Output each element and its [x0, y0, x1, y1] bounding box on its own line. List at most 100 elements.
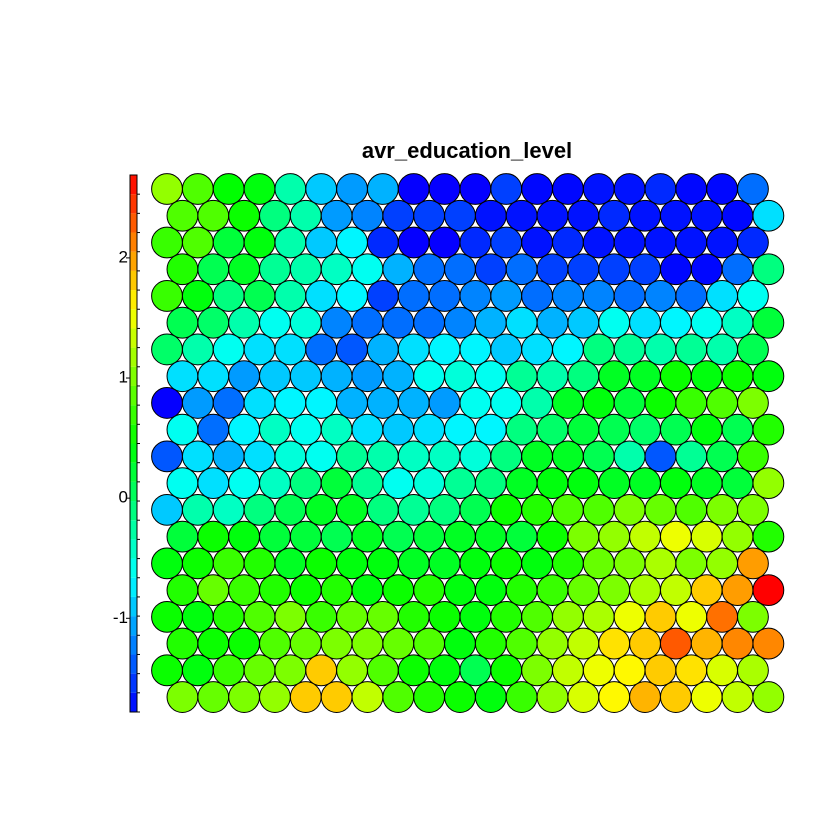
som-unit [351, 413, 384, 446]
som-unit [444, 467, 476, 500]
som-unit [721, 306, 754, 339]
som-unit [598, 306, 631, 339]
som-unit [336, 600, 368, 633]
som-unit [567, 360, 600, 393]
som-unit [181, 654, 214, 687]
colorbar-segment [130, 328, 137, 348]
som-unit [181, 493, 214, 526]
som-unit [659, 253, 692, 286]
som-unit [382, 253, 415, 286]
colorbar-segment [130, 501, 137, 521]
som-unit [659, 467, 692, 500]
som-unit [598, 413, 631, 446]
som-unit [567, 681, 600, 713]
som-unit [459, 600, 492, 633]
som-unit [752, 574, 785, 606]
som-unit [444, 413, 476, 446]
som-unit [721, 627, 754, 660]
som-unit [413, 199, 446, 232]
som-unit [598, 467, 631, 500]
som-unit [629, 467, 661, 500]
colorbar-segment [130, 424, 137, 444]
som-unit [320, 199, 353, 232]
som-unit [598, 253, 631, 286]
som-unit [336, 173, 368, 205]
som-unit [197, 306, 230, 339]
som-unit [582, 333, 615, 366]
som-unit [351, 199, 384, 232]
som-unit [706, 173, 739, 205]
som-unit [737, 173, 769, 205]
som-unit [490, 493, 523, 526]
som-unit [490, 333, 523, 366]
som-unit [490, 173, 523, 205]
som-unit [644, 493, 677, 526]
som-unit [181, 547, 214, 580]
som-unit [274, 173, 307, 205]
som-unit [706, 387, 739, 419]
som-unit [197, 467, 230, 500]
som-unit [212, 493, 245, 526]
som-unit [228, 467, 261, 500]
som-unit [305, 333, 338, 366]
som-unit [644, 654, 677, 687]
som-unit [675, 493, 708, 526]
som-unit [197, 681, 230, 713]
som-unit [752, 520, 785, 553]
som-unit [428, 387, 461, 419]
som-unit [521, 280, 553, 312]
som-unit [289, 681, 322, 713]
som-unit [336, 226, 368, 259]
som-unit [552, 654, 584, 687]
som-unit [505, 306, 538, 339]
som-unit [166, 306, 199, 339]
som-unit [552, 333, 584, 366]
som-unit [289, 520, 322, 553]
som-unit [351, 360, 384, 393]
som-unit [320, 574, 353, 606]
som-unit [243, 440, 276, 473]
som-unit [305, 440, 338, 473]
som-unit [505, 413, 538, 446]
som-unit [166, 627, 199, 660]
som-unit [659, 199, 692, 232]
som-unit [382, 627, 415, 660]
som-unit [552, 440, 584, 473]
som-unit [320, 681, 353, 713]
som-unit [552, 387, 584, 419]
som-unit [706, 440, 739, 473]
som-unit [181, 280, 214, 312]
som-unit [382, 199, 415, 232]
som-unit [366, 226, 399, 259]
som-unit [536, 306, 569, 339]
som-unit [259, 681, 291, 713]
colorbar-segment [130, 213, 137, 233]
som-unit [289, 413, 322, 446]
som-unit [366, 440, 399, 473]
som-unit [151, 600, 183, 633]
som-unit [505, 681, 538, 713]
som-unit [490, 654, 523, 687]
som-unit [490, 280, 523, 312]
som-unit [382, 413, 415, 446]
som-unit [721, 520, 754, 553]
som-unit [151, 280, 183, 312]
som-unit [567, 306, 600, 339]
som-unit [629, 306, 661, 339]
colorbar-segment [130, 405, 137, 425]
colorbar-segment [130, 635, 137, 655]
som-unit [444, 574, 476, 606]
som-unit [413, 253, 446, 286]
colorbar-segment [130, 347, 137, 367]
som-unit [659, 413, 692, 446]
som-unit [629, 413, 661, 446]
som-unit [567, 413, 600, 446]
som-unit [366, 493, 399, 526]
som-unit [721, 199, 754, 232]
som-unit [521, 387, 553, 419]
som-unit [721, 360, 754, 393]
som-unit [413, 681, 446, 713]
som-unit [536, 467, 569, 500]
som-unit [552, 226, 584, 259]
som-unit [428, 226, 461, 259]
